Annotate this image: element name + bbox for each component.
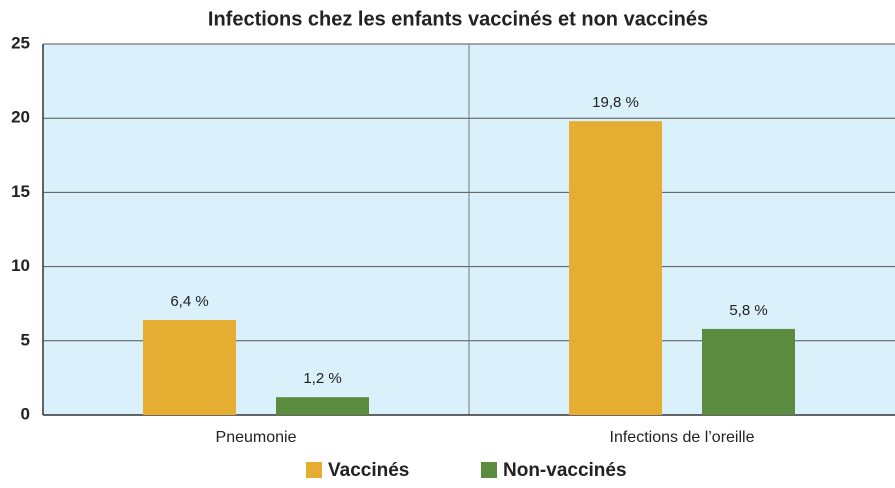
legend-label: Non-vaccinés [503, 460, 627, 481]
value-label: 19,8 % [592, 94, 639, 111]
y-tick-label: 0 [21, 404, 30, 423]
x-tick-label: Infections de l’oreille [610, 429, 755, 446]
value-label: 1,2 % [303, 370, 341, 387]
y-tick-label: 20 [11, 108, 30, 127]
y-tick-label: 5 [21, 330, 30, 349]
y-tick-label: 10 [11, 256, 30, 275]
y-tick-label: 25 [11, 33, 30, 52]
bar [143, 320, 236, 415]
legend-swatch [306, 462, 322, 478]
chart-title: Infections chez les enfants vaccinés et … [208, 8, 708, 30]
bar [276, 397, 369, 415]
y-tick-label: 15 [11, 182, 30, 201]
value-label: 5,8 % [729, 302, 767, 319]
bar [702, 328, 795, 415]
x-tick-label: Pneumonie [216, 429, 297, 446]
legend-label: Vaccinés [328, 460, 409, 481]
legend-swatch [481, 462, 497, 478]
value-label: 6,4 % [170, 293, 208, 310]
bar [569, 121, 662, 415]
